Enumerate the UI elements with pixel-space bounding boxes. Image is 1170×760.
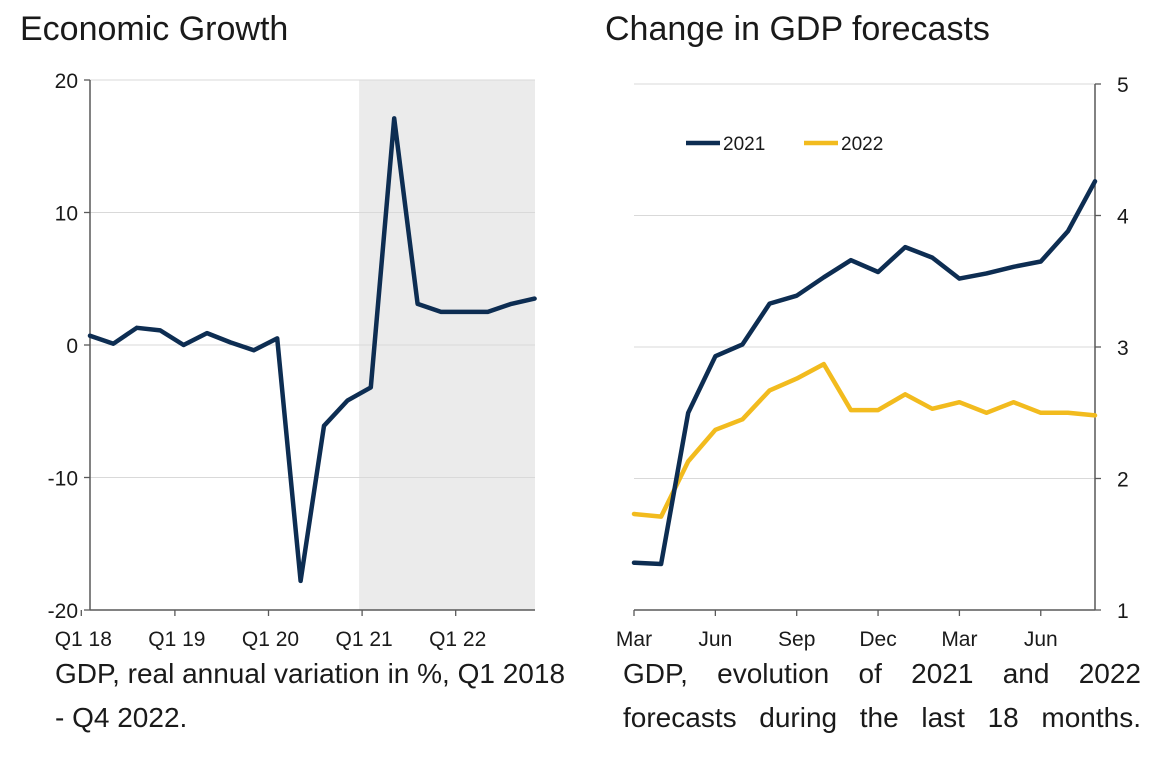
charts-canvas: 20 10 0 -10 -20 Q1 18 Q1 19 Q1 20 Q1 21 Q1 22 5 4 3 2… [48,70,1129,651]
forecast-2022-series-line [631,361,1098,519]
legend-2021-label: 2021 [723,134,765,155]
left-y-tick-label: 0 [66,335,78,358]
right-y-tick-label: 5 [1117,74,1129,97]
left-x-tick-label: Q1 22 [429,628,486,651]
right-chart-caption: GDP, evolution of 2021 and 2022 forecast… [623,658,1141,733]
right-x-tick-label: Mar [616,628,652,651]
right-y-tick-label: 2 [1117,469,1129,492]
right-x-tick-label: Dec [859,628,896,651]
right-y-tick-label: 1 [1117,600,1129,623]
left-chart-caption: GDP, real annual variation in %, Q1 2018… [55,658,566,733]
right-y-tick-label: 3 [1117,337,1129,360]
left-y-tick-label: 10 [55,203,78,226]
left-x-tick-label: Q1 18 [55,628,112,651]
gdp-growth-series-line [87,116,537,584]
right-x-tick-label: Jun [1024,628,1058,651]
right-x-tick-label: Jun [698,628,732,651]
left-chart-title: Economic Growth [20,10,289,48]
right-x-tick-label: Mar [941,628,977,651]
left-y-tick-label: -20 [48,600,78,623]
right-x-tick-label: Sep [778,628,815,651]
left-x-tick-label: Q1 19 [148,628,205,651]
left-y-tick-label: 20 [55,70,78,93]
legend-2022-label: 2022 [841,134,883,155]
right-chart-title: Change in GDP forecasts [605,10,990,48]
left-x-tick-label: Q1 21 [335,628,392,651]
left-x-tick-label: Q1 20 [242,628,299,651]
left-y-tick-label: -10 [48,468,78,491]
right-y-tick-label: 4 [1117,206,1129,229]
forecast-2021-series-line [631,179,1098,567]
